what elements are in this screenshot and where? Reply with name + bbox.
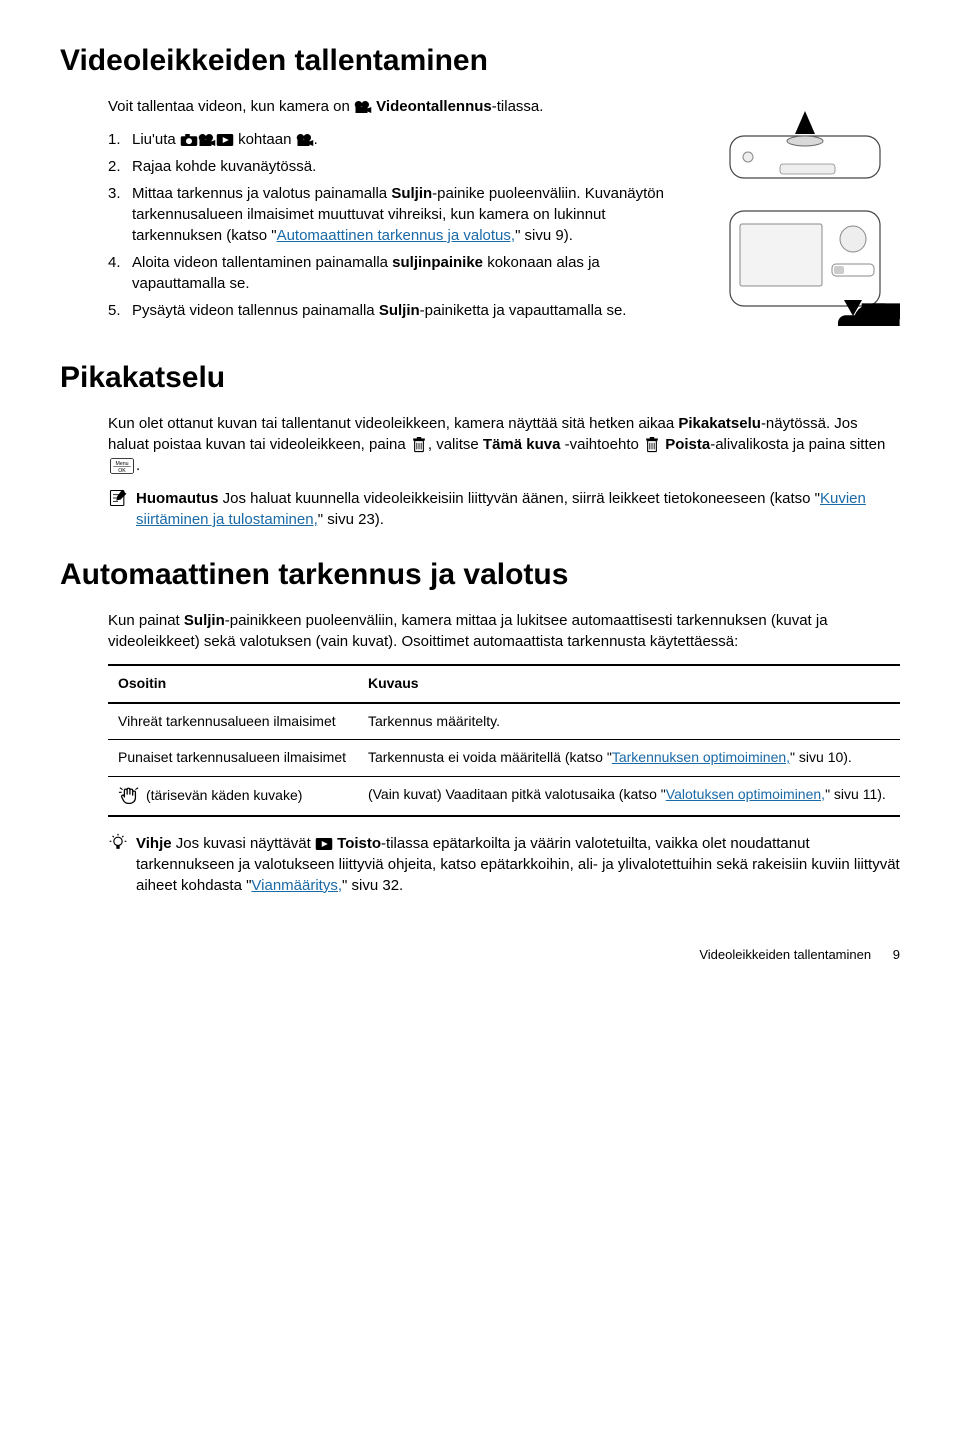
step-item: 1.Liu'uta kohtaan . (108, 129, 690, 150)
link[interactable]: Valotuksen optimoiminen, (666, 786, 825, 802)
play-icon (315, 836, 333, 852)
video-icon (198, 132, 216, 148)
step-item: 4.Aloita videon tallentaminen painamalla… (108, 252, 690, 294)
intro-prefix: Voit tallentaa videon, kun kamera on (108, 98, 354, 115)
video-icon (296, 132, 314, 148)
camera-illustration (710, 96, 900, 333)
step-item: 5.Pysäytä videon tallennus painamalla Su… (108, 300, 690, 321)
link[interactable]: Tarkennuksen optimoiminen, (612, 749, 790, 765)
quickview-heading: Pikakatselu (60, 357, 900, 399)
autofocus-heading: Automaattinen tarkennus ja valotus (60, 554, 900, 596)
indicator-table: Osoitin Kuvaus Vihreät tarkennusalueen i… (108, 664, 900, 817)
intro-mode: Videontallennus (376, 98, 492, 115)
link[interactable]: Vianmääritys, (251, 877, 342, 894)
step-item: 3.Mittaa tarkennus ja valotus painamalla… (108, 183, 690, 246)
table-col2: Kuvaus (358, 665, 900, 703)
footer-page-number: 9 (893, 947, 900, 962)
menu-ok-icon (108, 458, 136, 474)
quickview-paragraph: Kun olet ottanut kuvan tai tallentanut v… (108, 413, 900, 476)
trash-icon (410, 437, 428, 453)
camera-icon (180, 132, 198, 148)
note-icon (108, 488, 128, 508)
quickview-note: Huomautus Jos haluat kuunnella videoleik… (108, 488, 900, 530)
camera-diagram-svg (710, 106, 900, 326)
trash-icon (643, 437, 661, 453)
page-title: Videoleikkeiden tallentaminen (60, 40, 900, 82)
note-body: Huomautus Jos haluat kuunnella videoleik… (136, 488, 900, 530)
table-row: Punaiset tarkennusalueen ilmaisimetTarke… (108, 740, 900, 777)
autofocus-tip: Vihje Jos kuvasi näyttävät Toisto-tilass… (108, 833, 900, 896)
tip-icon (108, 833, 128, 853)
step-item: 2.Rajaa kohde kuvanäytössä. (108, 156, 690, 177)
link[interactable]: Kuvien siirtäminen ja tulostaminen, (136, 490, 866, 528)
intro-text: Voit tallentaa videon, kun kamera on Vid… (108, 96, 690, 117)
table-row: Vihreät tarkennusalueen ilmaisimetTarken… (108, 703, 900, 740)
link[interactable]: Automaattinen tarkennus ja valotus, (277, 227, 515, 244)
intro-suffix: -tilassa. (492, 98, 544, 115)
table-row: (tärisevän käden kuvake)(Vain kuvat) Vaa… (108, 776, 900, 816)
footer-title: Videoleikkeiden tallentaminen (699, 947, 871, 962)
steps-list: 1.Liu'uta kohtaan . 2.Rajaa kohde kuvanäy… (108, 129, 690, 321)
page-footer: Videoleikkeiden tallentaminen 9 (60, 946, 900, 964)
tip-body: Vihje Jos kuvasi näyttävät Toisto-tilass… (136, 833, 900, 896)
video-icon (354, 99, 372, 115)
autofocus-paragraph: Kun painat Suljin-painikkeen puoleenväli… (108, 610, 900, 652)
play-icon (216, 132, 234, 148)
hand-shake-icon (118, 785, 140, 807)
table-col1: Osoitin (108, 665, 358, 703)
